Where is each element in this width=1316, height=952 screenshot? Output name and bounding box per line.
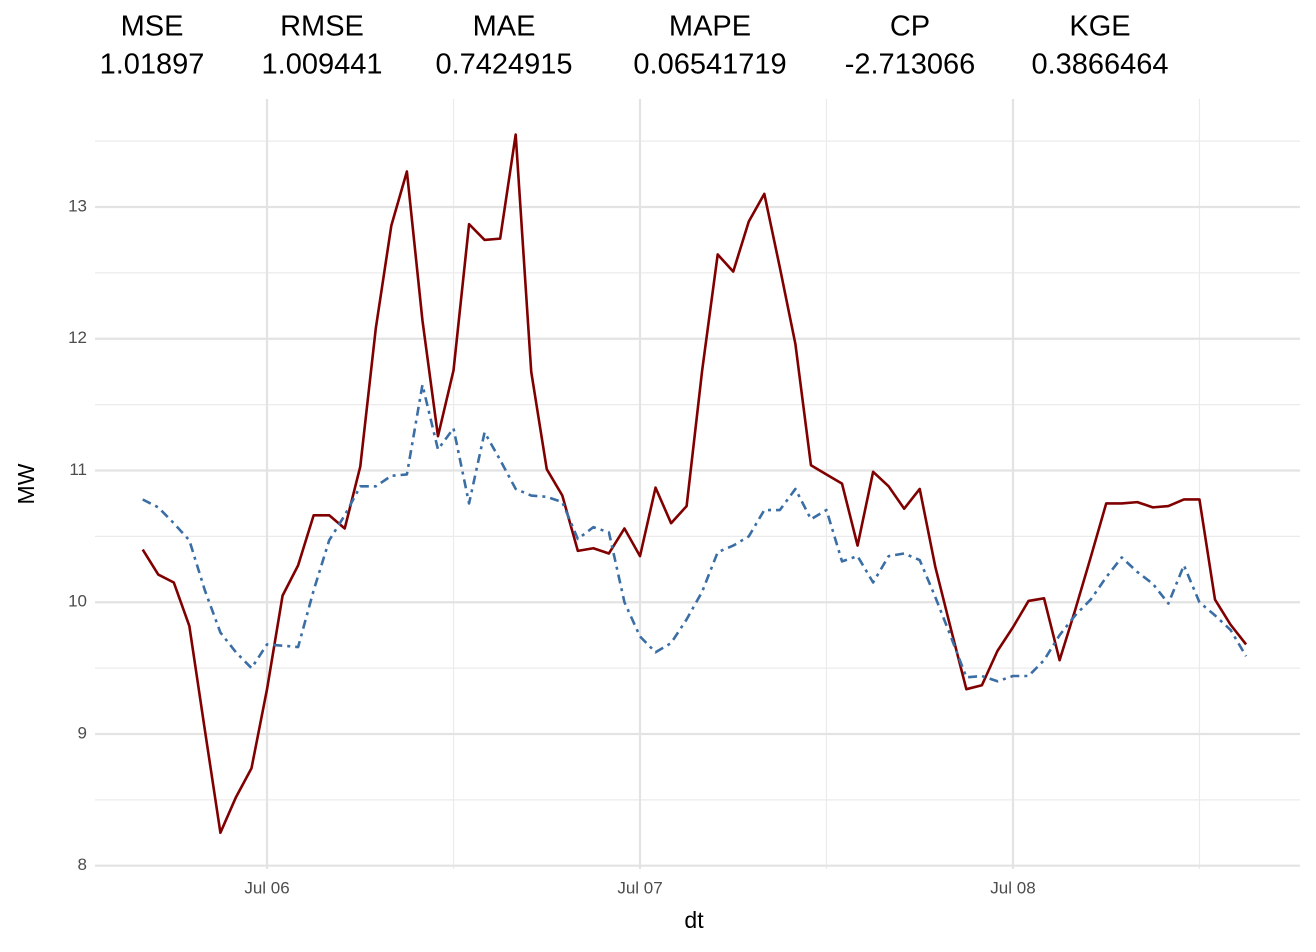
metric-value: 0.3866464 bbox=[1031, 49, 1168, 81]
grid bbox=[95, 99, 1300, 869]
metric-name: RMSE bbox=[280, 11, 364, 43]
x-tick-label: Jul 06 bbox=[244, 878, 289, 897]
x-axis-title: dt bbox=[684, 907, 704, 933]
x-tick-label: Jul 08 bbox=[990, 878, 1035, 897]
metric-name: MSE bbox=[121, 11, 184, 43]
y-tick-label: 8 bbox=[78, 855, 87, 874]
y-tick-label: 9 bbox=[78, 723, 87, 742]
metric-name: KGE bbox=[1069, 11, 1130, 43]
y-axis-title: MW bbox=[13, 463, 39, 504]
series-line bbox=[142, 383, 1248, 683]
metric-value: 0.06541719 bbox=[633, 49, 786, 81]
y-tick-label: 13 bbox=[68, 197, 87, 216]
metric-value: 1.01897 bbox=[100, 49, 205, 81]
metric-name: CP bbox=[890, 11, 930, 43]
metric-value: -2.713066 bbox=[845, 49, 976, 81]
series-line bbox=[141, 133, 1248, 835]
y-tick-label: 12 bbox=[68, 328, 87, 347]
metric-name: MAE bbox=[473, 11, 536, 43]
y-tick-label: 10 bbox=[68, 592, 87, 611]
y-tick-label: 11 bbox=[69, 460, 87, 479]
metric-value: 1.009441 bbox=[262, 49, 383, 81]
x-tick-label: Jul 07 bbox=[617, 878, 662, 897]
metric-name: MAPE bbox=[669, 11, 751, 43]
metric-value: 0.7424915 bbox=[435, 49, 572, 81]
